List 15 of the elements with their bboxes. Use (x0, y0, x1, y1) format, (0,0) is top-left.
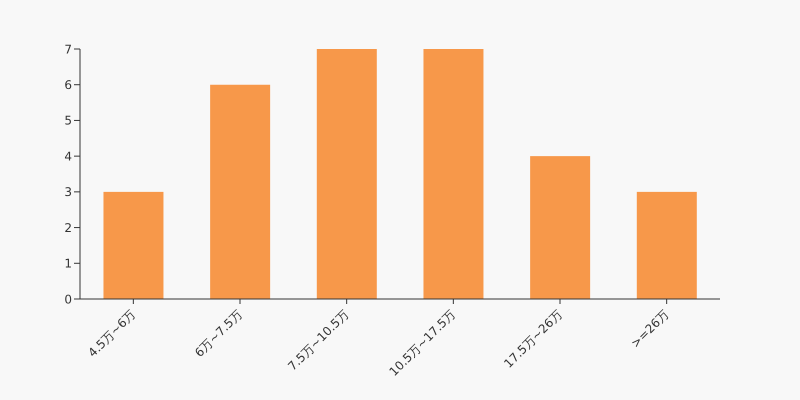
y-tick-label: 1 (64, 256, 72, 271)
bar (636, 192, 697, 299)
bar (316, 49, 377, 299)
y-tick-label: 0 (64, 292, 72, 306)
y-tick-label: 4 (64, 149, 72, 164)
bar (530, 156, 590, 299)
y-tick-label: 6 (64, 78, 72, 92)
y-tick-label: 2 (64, 220, 72, 235)
bar (103, 192, 164, 299)
y-tick-label: 7 (64, 42, 72, 56)
bar (423, 49, 484, 299)
y-tick-label: 3 (64, 185, 72, 200)
y-tick-label: 5 (64, 114, 72, 128)
bar (210, 84, 270, 299)
x-tick-label: 4.5万~6万 (85, 307, 138, 360)
